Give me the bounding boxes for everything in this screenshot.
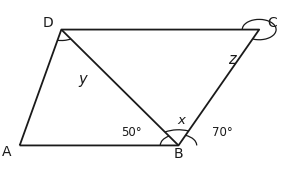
- Text: B: B: [174, 147, 183, 161]
- Text: z: z: [228, 52, 236, 67]
- Text: y: y: [78, 72, 87, 87]
- Text: D: D: [43, 16, 54, 30]
- Text: 50°: 50°: [121, 126, 142, 139]
- Text: A: A: [2, 145, 11, 159]
- Text: 70°: 70°: [212, 126, 233, 139]
- Text: C: C: [267, 16, 277, 30]
- Text: x: x: [177, 114, 185, 127]
